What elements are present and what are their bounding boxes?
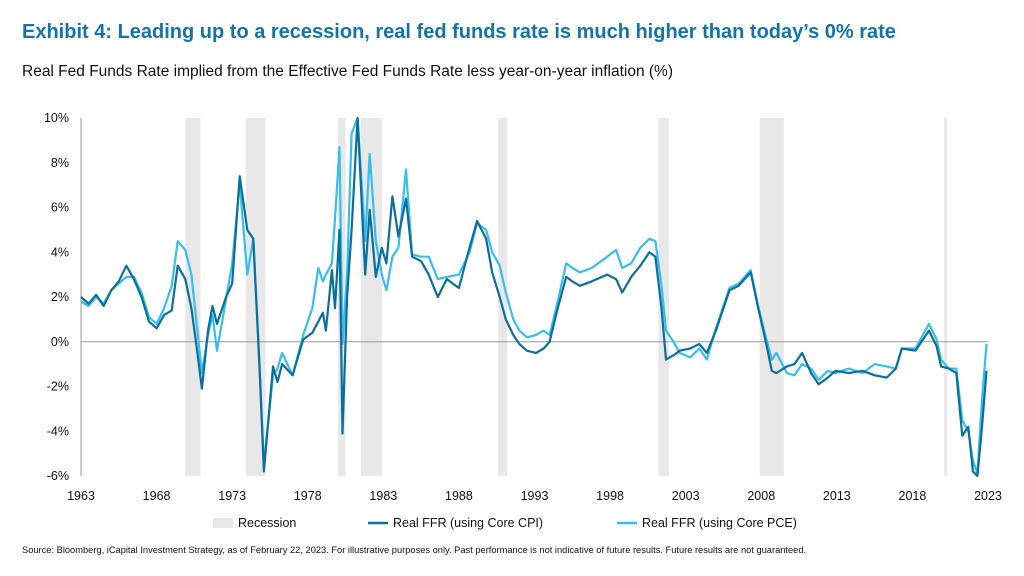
chart-subtitle: Real Fed Funds Rate implied from the Eff… <box>22 63 673 80</box>
x-tick-label: 1973 <box>218 489 246 503</box>
legend: Recession Real FFR (using Core CPI) Real… <box>213 516 797 530</box>
y-tick-label: 4% <box>51 245 69 259</box>
x-tick-label: 2003 <box>672 489 700 503</box>
recession-band <box>658 118 670 476</box>
axes <box>80 118 988 476</box>
y-tick-label: -4% <box>47 424 69 438</box>
y-tick-label: 2% <box>51 290 69 304</box>
y-tick-label: 0% <box>51 335 69 349</box>
recession-band <box>759 118 784 476</box>
source-note: Source: Bloomberg, iCapital Investment S… <box>22 545 807 555</box>
x-tick-label: 1968 <box>143 489 171 503</box>
exhibit-title: Exhibit 4: Leading up to a recession, re… <box>22 21 896 43</box>
legend-recession-label: Recession <box>238 516 296 530</box>
x-tick-label: 2018 <box>899 489 927 503</box>
x-tick-label: 1983 <box>369 489 397 503</box>
legend-pce-label: Real FFR (using Core PCE) <box>642 516 797 530</box>
x-tick-label: 2008 <box>747 489 775 503</box>
y-tick-label: 8% <box>51 156 69 170</box>
x-tick-label: 1993 <box>521 489 549 503</box>
x-tick-label: 1988 <box>445 489 473 503</box>
y-tick-label: 6% <box>51 201 69 215</box>
series-line-core-cpi <box>80 116 988 478</box>
x-tick-label: 2013 <box>823 489 851 503</box>
series-line-core-pce <box>80 116 988 475</box>
x-tick-label: 2023 <box>974 489 1002 503</box>
x-tick-label: 1978 <box>294 489 322 503</box>
y-tick-label: 10% <box>44 111 69 125</box>
y-tick-label: -2% <box>47 380 69 394</box>
x-tick-label: 1963 <box>67 489 95 503</box>
y-tick-label: -6% <box>47 469 69 483</box>
recession-band <box>498 118 508 476</box>
series-lines <box>80 116 988 478</box>
legend-cpi-label: Real FFR (using Core CPI) <box>393 516 543 530</box>
recession-band <box>944 118 948 476</box>
tick-labels: 10% 8% 6% 4% 2% 0% -2% -4% -6% 1963 1968 1973 1978 19… <box>44 111 1002 503</box>
recession-bands <box>185 118 948 476</box>
x-tick-label: 1998 <box>596 489 624 503</box>
legend-recession-swatch <box>213 518 233 528</box>
